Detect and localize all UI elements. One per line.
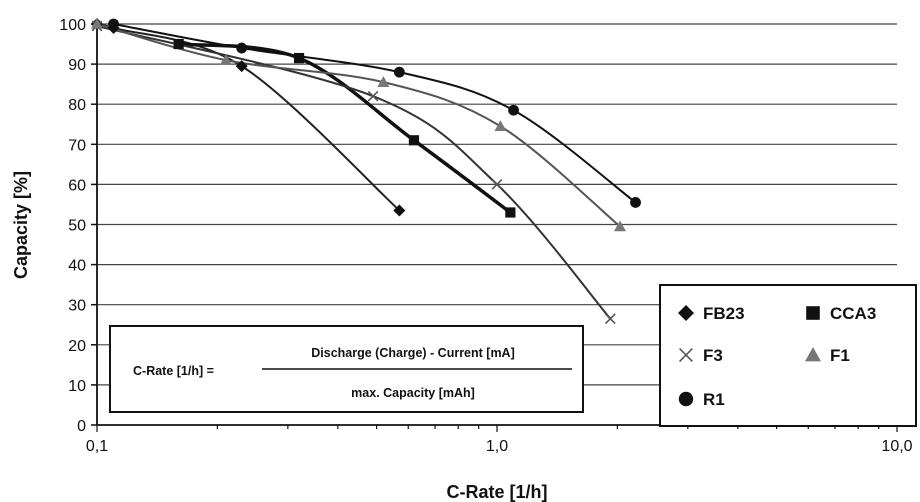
legend-marker-r1 — [678, 391, 694, 407]
axis-ticks: 0 10 20 30 40 50 60 70 80 90 100 0,1 1,0 10,0 — [59, 17, 912, 455]
formula-box: C-Rate [1/h] = Discharge (Charge) - Curr… — [109, 325, 584, 413]
formula-numerator: Discharge (Charge) - Current [mA] — [311, 346, 515, 360]
legend-label-r1: R1 — [703, 390, 725, 409]
point-fb23-3 — [393, 204, 406, 217]
legend-border — [659, 284, 917, 427]
point-cca3-3 — [505, 207, 516, 218]
point-r1-3 — [508, 104, 519, 116]
point-f1-3 — [494, 120, 507, 132]
legend-marker-f1 — [805, 347, 821, 362]
point-r1-0 — [108, 18, 119, 30]
y-tick-label-70: 70 — [68, 137, 86, 154]
point-f1-4 — [613, 220, 626, 232]
y-tick-label-40: 40 — [68, 258, 86, 275]
point-f3-3 — [604, 313, 616, 325]
point-cca3-2 — [408, 135, 420, 146]
legend-markers — [678, 305, 821, 407]
point-f3-1-stroke-b — [367, 90, 379, 102]
legend-label-cca3: CCA3 — [830, 304, 876, 323]
formula-lhs: C-Rate [1/h] = — [133, 364, 214, 378]
point-r1-1 — [236, 42, 248, 54]
legend-label-f1: F1 — [830, 346, 850, 365]
y-tick-label-90: 90 — [68, 57, 86, 74]
point-fb23-2 — [235, 60, 248, 73]
point-f3-1 — [367, 90, 379, 102]
y-tick-label-20: 20 — [68, 338, 86, 355]
legend-marker-f3-stroke-b — [679, 348, 693, 362]
formula-denominator: max. Capacity [mAh] — [351, 386, 475, 400]
x-tick-label-1: 1,0 — [486, 438, 508, 455]
fit-curve-f1 — [96, 23, 621, 228]
point-f3-3-stroke-b — [604, 313, 616, 325]
point-cca3-1 — [293, 52, 305, 64]
legend-marker-fb23 — [678, 305, 694, 321]
point-f3-2-stroke-b — [491, 179, 503, 190]
fit-curve-r1 — [113, 23, 637, 204]
point-f1-1 — [219, 54, 232, 65]
legend-label-fb23: FB23 — [703, 304, 745, 323]
y-tick-label-100: 100 — [59, 17, 86, 34]
point-f1-2 — [377, 76, 390, 87]
fit-curve-f3 — [96, 25, 612, 320]
y-tick-label-10: 10 — [68, 378, 86, 395]
point-r1-4 — [630, 197, 641, 208]
legend-label-f3: F3 — [703, 346, 723, 365]
y-tick-label-0: 0 — [77, 418, 86, 435]
point-f3-2 — [491, 179, 503, 190]
y-axis-title: Capacity [%] — [11, 171, 31, 279]
legend-marker-cca3 — [806, 306, 820, 320]
fit-curves — [96, 22, 637, 320]
y-tick-label-80: 80 — [68, 97, 86, 114]
x-tick-label-0: 0,1 — [86, 438, 108, 455]
fit-curve-cca3 — [178, 42, 512, 214]
point-r1-2 — [393, 66, 405, 78]
y-tick-label-60: 60 — [68, 177, 86, 194]
y-tick-label-50: 50 — [68, 218, 86, 235]
legend-marker-f3 — [679, 348, 693, 362]
point-cca3-0 — [173, 38, 184, 50]
legend: FB23 CCA3 F3 F1 R1 — [659, 284, 917, 427]
data-markers — [91, 18, 641, 325]
y-tick-label-30: 30 — [68, 298, 86, 315]
point-f1-0 — [91, 18, 103, 29]
x-tick-label-2: 10,0 — [881, 438, 912, 455]
x-axis-title: C-Rate [1/h] — [446, 482, 547, 502]
fit-curve-fb23 — [96, 22, 401, 212]
